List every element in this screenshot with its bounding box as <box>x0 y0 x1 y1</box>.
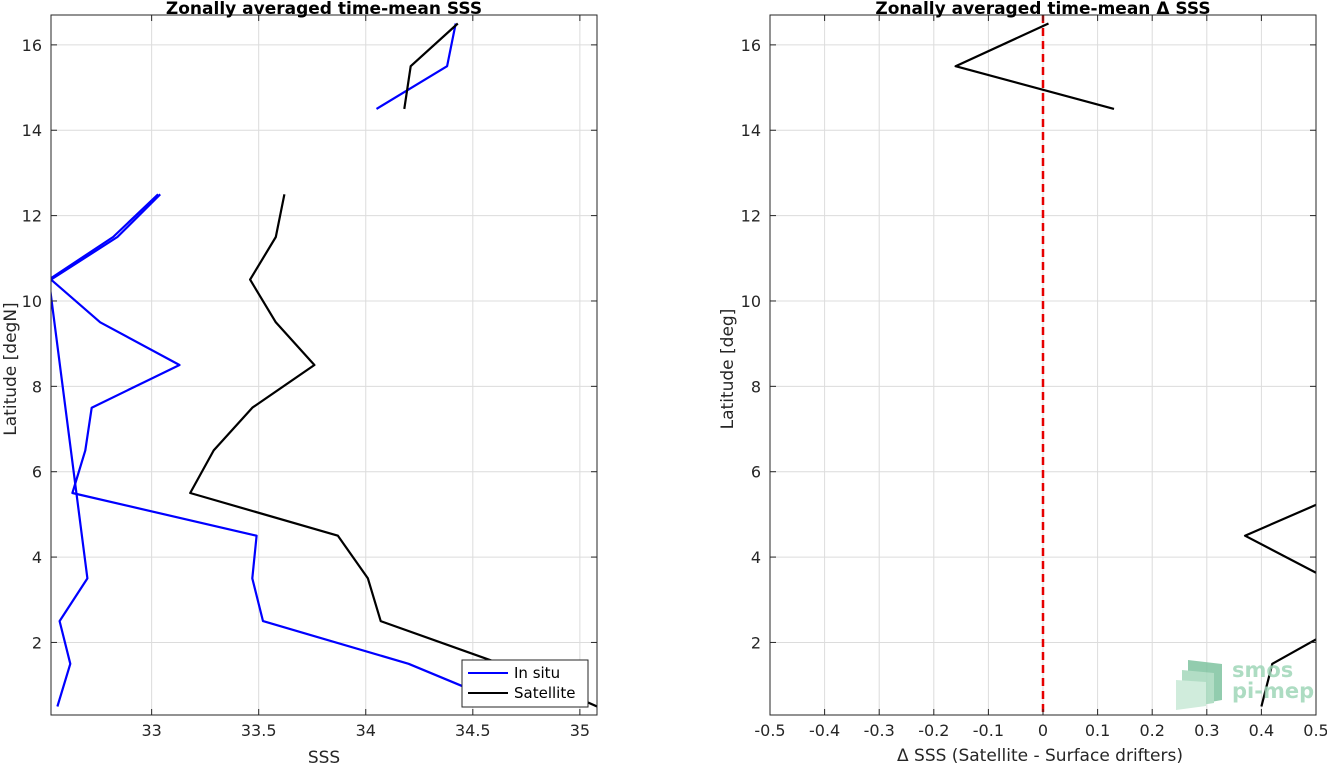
right-x-tick-label: 0 <box>1038 721 1048 740</box>
right-y-tick-label: 16 <box>741 36 761 55</box>
left-chart-title: Zonally averaged time-mean SSS <box>166 0 482 19</box>
right-x-tick-label: -0.2 <box>918 721 949 740</box>
left-y-tick-label: 10 <box>22 292 42 311</box>
left-x-tick-label: 34 <box>356 721 376 740</box>
left-y-tick-label: 12 <box>22 207 42 226</box>
left-series-line-in-situ <box>375 23 457 110</box>
right-x-tick-label: -0.4 <box>809 721 840 740</box>
right-lines <box>954 22 1316 707</box>
right-x-tick-label: 0.3 <box>1194 721 1219 740</box>
watermark-logo: smos pi-mep <box>1176 658 1314 710</box>
legend-label-in-situ: In situ <box>514 664 560 682</box>
right-x-tick-label: 0.5 <box>1303 721 1327 740</box>
left-y-tick-label: 2 <box>32 633 42 652</box>
right-y-tick-label: 12 <box>741 207 761 226</box>
logo-text-smos: smos <box>1232 658 1293 682</box>
left-x-tick-label: 35 <box>570 721 590 740</box>
right-chart-title: Zonally averaged time-mean Δ SSS <box>875 0 1210 19</box>
left-y-ticks: 2 4 6 8 10 12 14 16 <box>22 36 597 652</box>
right-y-axis-label: Latitude [deg] <box>718 309 738 430</box>
left-series-line-satellite <box>189 194 597 708</box>
legend-label-satellite: Satellite <box>514 684 575 702</box>
left-grid <box>51 15 597 715</box>
logo-graphic-icon <box>1176 660 1222 710</box>
left-y-axis-label: Latitude [degN] <box>1 302 21 435</box>
logo-text-pi-mep: pi-mep <box>1232 679 1314 703</box>
right-y-tick-label: 8 <box>751 377 761 396</box>
left-y-tick-label: 8 <box>32 377 42 396</box>
left-x-tick-label: 33 <box>141 721 161 740</box>
right-x-tick-label: -0.3 <box>864 721 895 740</box>
right-y-tick-label: 14 <box>741 121 761 140</box>
right-x-tick-label: -0.5 <box>754 721 785 740</box>
left-series-line-in-situ <box>51 193 512 708</box>
right-x-ticks: -0.5 -0.4 -0.3 -0.2 -0.1 0 0.1 0.2 0.3 0.4 0.5 <box>754 15 1327 740</box>
legend: In situ Satellite <box>461 659 589 708</box>
right-series-line-delta-sss <box>1243 503 1316 574</box>
right-y-tick-label: 4 <box>751 548 761 567</box>
right-x-tick-label: 0.1 <box>1085 721 1110 740</box>
left-y-tick-label: 14 <box>22 121 42 140</box>
right-y-tick-label: 6 <box>751 463 761 482</box>
right-x-tick-label: -0.1 <box>973 721 1004 740</box>
left-y-tick-label: 16 <box>22 36 42 55</box>
left-axes-box <box>50 14 598 716</box>
right-x-tick-label: 0.4 <box>1249 721 1274 740</box>
left-y-tick-label: 4 <box>32 548 42 567</box>
left-x-axis-label: SSS <box>308 748 340 765</box>
left-x-tick-label: 34.5 <box>455 721 491 740</box>
left-lines <box>51 22 597 708</box>
right-series-line-delta-sss <box>1260 638 1316 707</box>
left-panel: 33 33.5 34 34.5 35 2 4 6 8 10 12 14 16 Zonally aver… <box>1 0 598 765</box>
right-y-ticks: 2 4 6 8 10 12 14 16 <box>741 36 1316 652</box>
right-y-tick-label: 10 <box>741 292 761 311</box>
right-panel: -0.5 -0.4 -0.3 -0.2 -0.1 0 0.1 0.2 0.3 0.4 0.5 2 4 6… <box>718 0 1327 765</box>
right-series-line-delta-sss <box>954 22 1115 110</box>
left-series-line-satellite <box>403 22 459 110</box>
right-x-tick-label: 0.2 <box>1139 721 1164 740</box>
left-x-tick-label: 33.5 <box>241 721 277 740</box>
left-series-line-in-situ <box>51 193 159 707</box>
left-y-tick-label: 6 <box>32 463 42 482</box>
legend-box <box>461 659 589 708</box>
right-x-axis-label: Δ SSS (Satellite - Surface drifters) <box>897 746 1183 765</box>
right-y-tick-label: 2 <box>751 633 761 652</box>
left-x-ticks: 33 33.5 34 34.5 35 <box>141 15 590 740</box>
